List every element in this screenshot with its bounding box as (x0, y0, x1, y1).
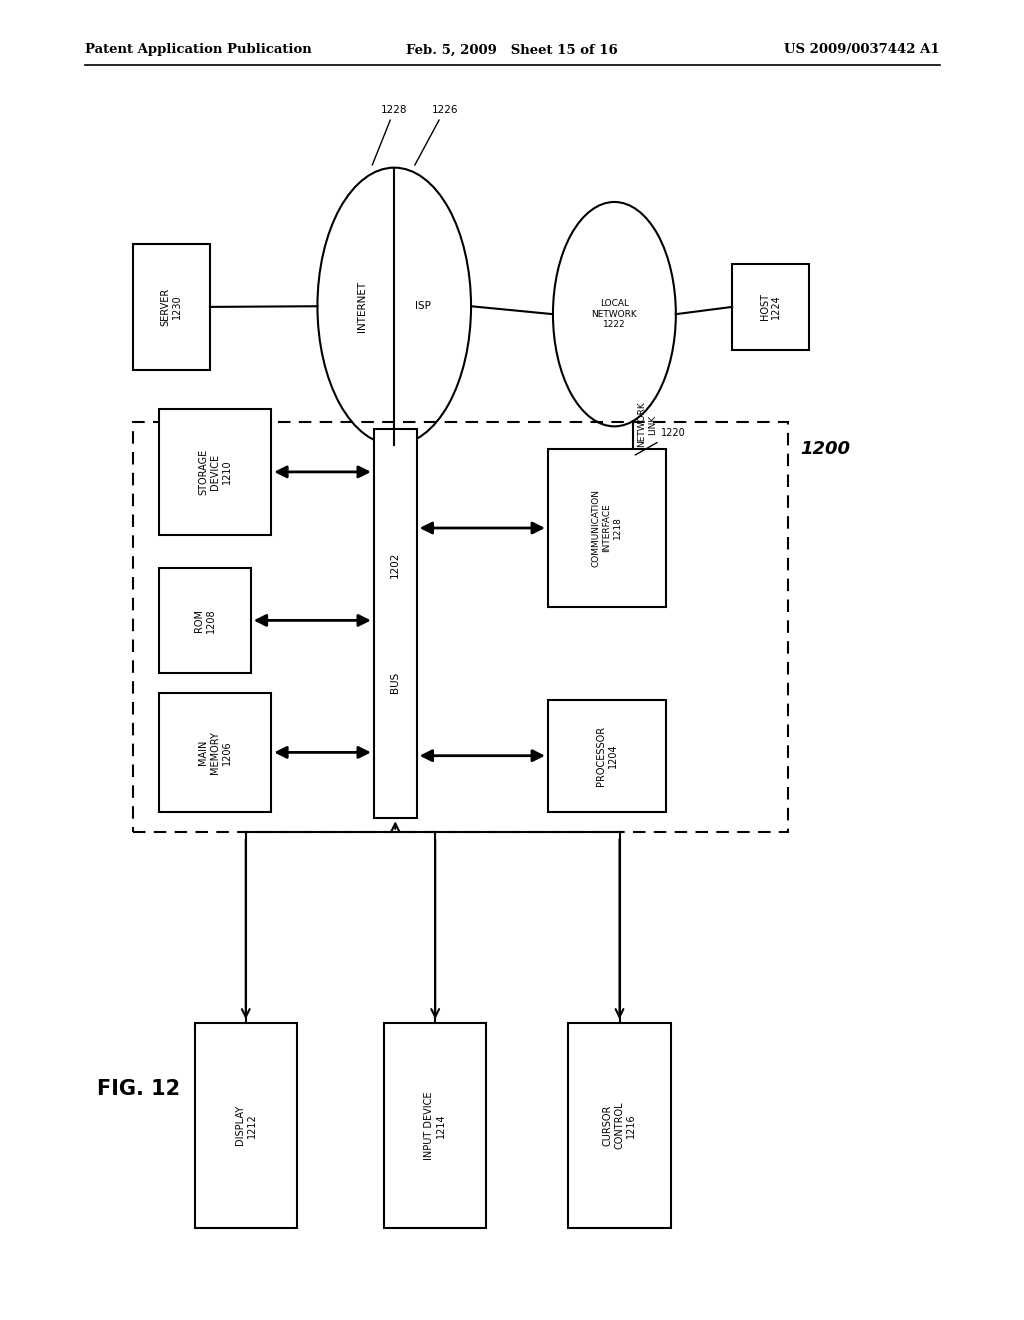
Ellipse shape (553, 202, 676, 426)
Text: CURSOR
CONTROL
1216: CURSOR CONTROL 1216 (603, 1101, 636, 1150)
Text: MAIN
MEMORY
1206: MAIN MEMORY 1206 (199, 731, 231, 774)
Bar (548, 449, 666, 607)
Text: 1228: 1228 (373, 104, 408, 165)
Text: US 2009/0037442 A1: US 2009/0037442 A1 (784, 44, 940, 57)
Text: INPUT DEVICE
1214: INPUT DEVICE 1214 (424, 1092, 446, 1159)
Text: Patent Application Publication: Patent Application Publication (85, 44, 311, 57)
Bar (159, 693, 271, 812)
Text: 1220: 1220 (635, 429, 686, 455)
Text: SERVER
1230: SERVER 1230 (161, 288, 182, 326)
Text: INTERNET: INTERNET (357, 281, 367, 331)
Bar (195, 1023, 297, 1228)
Text: ROM
1208: ROM 1208 (194, 609, 216, 632)
Bar (548, 700, 666, 812)
Bar (159, 409, 271, 535)
Bar (568, 1023, 671, 1228)
Text: Feb. 5, 2009   Sheet 15 of 16: Feb. 5, 2009 Sheet 15 of 16 (407, 44, 617, 57)
Text: PROCESSOR
1204: PROCESSOR 1204 (596, 726, 617, 785)
Text: 1200: 1200 (801, 441, 851, 458)
Text: COMMUNICATION
INTERFACE
1218: COMMUNICATION INTERFACE 1218 (592, 488, 622, 568)
Text: BUS: BUS (390, 672, 400, 693)
Bar (159, 568, 251, 673)
Bar (384, 1023, 486, 1228)
Bar (374, 429, 417, 818)
Text: HOST
1224: HOST 1224 (760, 293, 781, 321)
Text: LOCAL
NETWORK
1222: LOCAL NETWORK 1222 (592, 300, 637, 329)
Text: NETWORK
LINK: NETWORK LINK (638, 401, 656, 447)
Bar (732, 264, 809, 350)
Text: ISP: ISP (416, 301, 431, 312)
Ellipse shape (317, 168, 471, 445)
Text: FIG. 12: FIG. 12 (97, 1078, 180, 1100)
Text: DISPLAY
1212: DISPLAY 1212 (234, 1105, 257, 1146)
Bar (133, 244, 210, 370)
Text: 1226: 1226 (415, 104, 458, 165)
Text: 1202: 1202 (390, 552, 400, 578)
Bar (133, 422, 788, 832)
Text: STORAGE
DEVICE
1210: STORAGE DEVICE 1210 (199, 449, 231, 495)
